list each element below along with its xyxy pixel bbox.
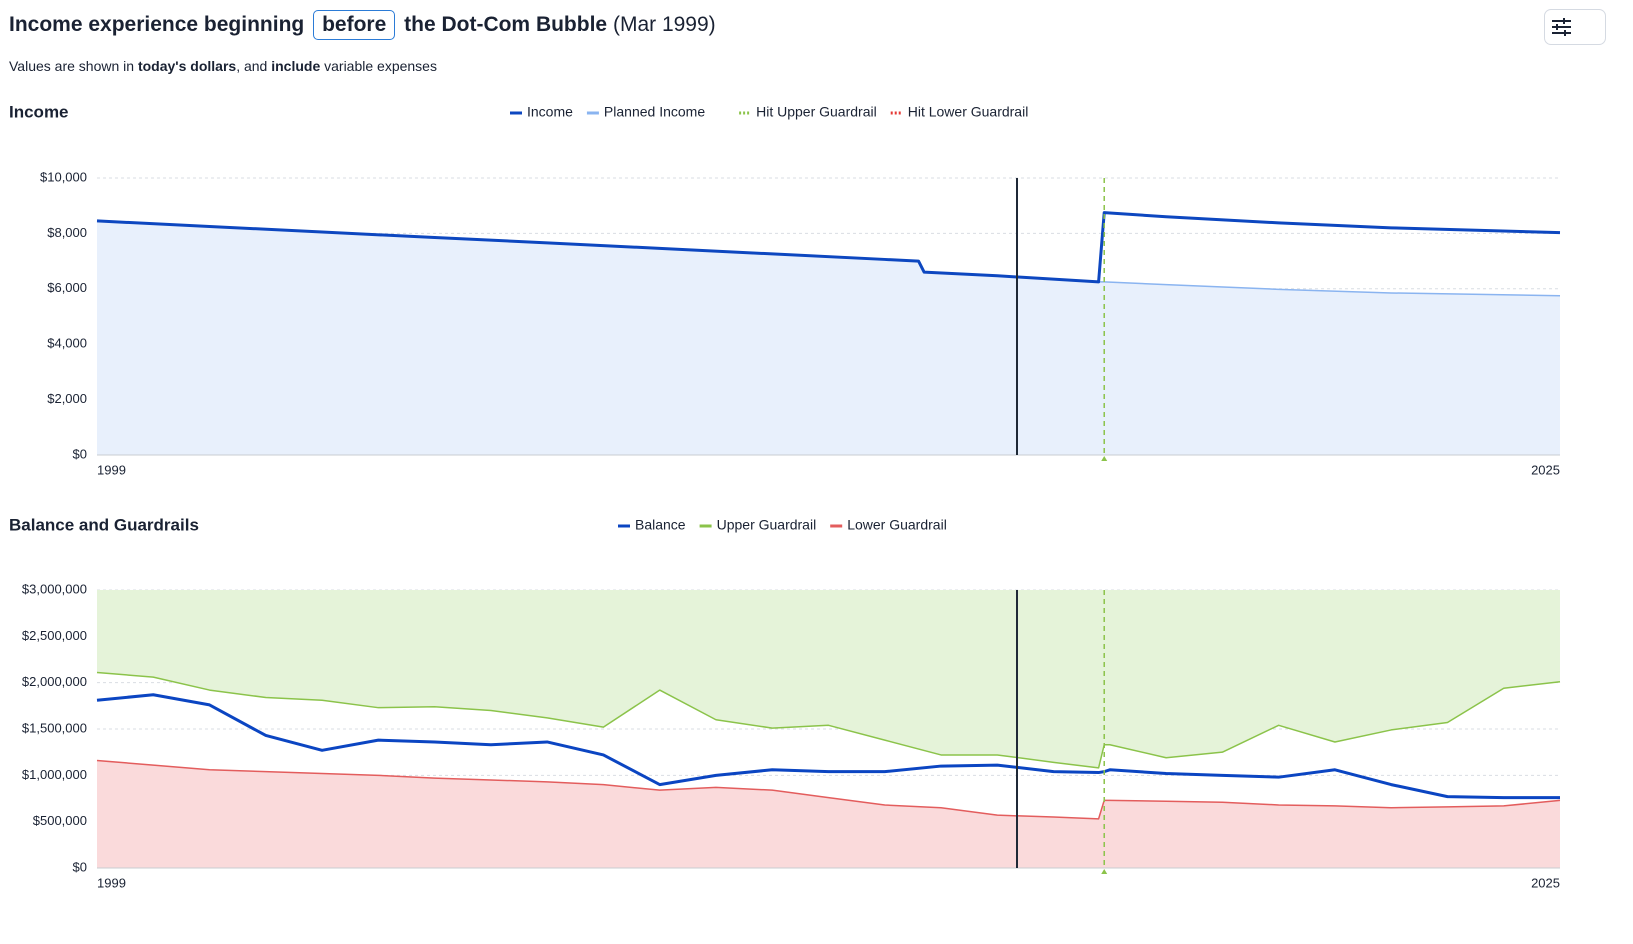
y-tick-label: $10,000	[40, 169, 87, 184]
legend-label: Upper Guardrail	[717, 517, 817, 533]
y-tick-label: $2,500,000	[22, 628, 87, 643]
header: Income experience beginning before the D…	[9, 8, 1529, 74]
subtitle-bold: include	[271, 58, 321, 74]
series-area	[97, 590, 1560, 768]
chart-title: Balance and Guardrails	[9, 515, 199, 534]
legend-label: Planned Income	[604, 104, 705, 120]
y-tick-label: $1,500,000	[22, 720, 87, 735]
subtitle-text: , and	[236, 58, 268, 74]
settings-button[interactable]	[1544, 9, 1606, 45]
title-rest: the Dot-Com Bubble	[404, 13, 608, 36]
event-marker	[1101, 456, 1108, 461]
chart-title: Income	[9, 102, 69, 121]
subtitle-text: variable expenses	[324, 58, 437, 74]
y-tick-label: $1,000,000	[22, 767, 87, 782]
x-tick-label: 2025	[1531, 875, 1560, 890]
y-tick-label: $6,000	[47, 280, 87, 295]
subtitle-text: Values are shown in	[9, 58, 135, 74]
legend-label: Balance	[635, 517, 686, 533]
x-tick-label: 1999	[97, 875, 126, 890]
event-marker	[1101, 869, 1108, 874]
x-tick-label: 2025	[1531, 462, 1560, 477]
series-area	[97, 760, 1560, 868]
series-line	[96, 759, 1561, 820]
x-tick-label: 1999	[97, 462, 126, 477]
y-tick-label: $500,000	[33, 813, 87, 828]
y-tick-label: $2,000,000	[22, 674, 87, 689]
y-tick-label: $8,000	[47, 225, 87, 240]
y-tick-label: $0	[73, 446, 87, 461]
y-tick-label: $0	[73, 859, 87, 874]
subtitle-bold: today's dollars	[137, 58, 237, 74]
page-title: Income experience beginning before the D…	[9, 8, 1529, 42]
settings-icon	[1552, 18, 1571, 36]
y-tick-label: $3,000,000	[22, 581, 87, 596]
legend-label: Hit Upper Guardrail	[756, 104, 877, 120]
series-line	[96, 671, 1561, 769]
legend-label: Lower Guardrail	[847, 517, 947, 533]
legend-label: Income	[527, 104, 573, 120]
period-selector[interactable]: before	[313, 10, 396, 40]
subtitle: Values are shown in today's dollars, and…	[9, 58, 1529, 74]
y-tick-label: $4,000	[47, 336, 87, 351]
title-lead: Income experience beginning	[9, 13, 305, 36]
series-line	[96, 693, 1560, 800]
series-area	[97, 220, 1560, 455]
legend-label: Hit Lower Guardrail	[908, 104, 1029, 120]
series-line	[96, 211, 1561, 284]
y-tick-label: $2,000	[47, 391, 87, 406]
title-date: (Mar 1999)	[612, 13, 716, 36]
